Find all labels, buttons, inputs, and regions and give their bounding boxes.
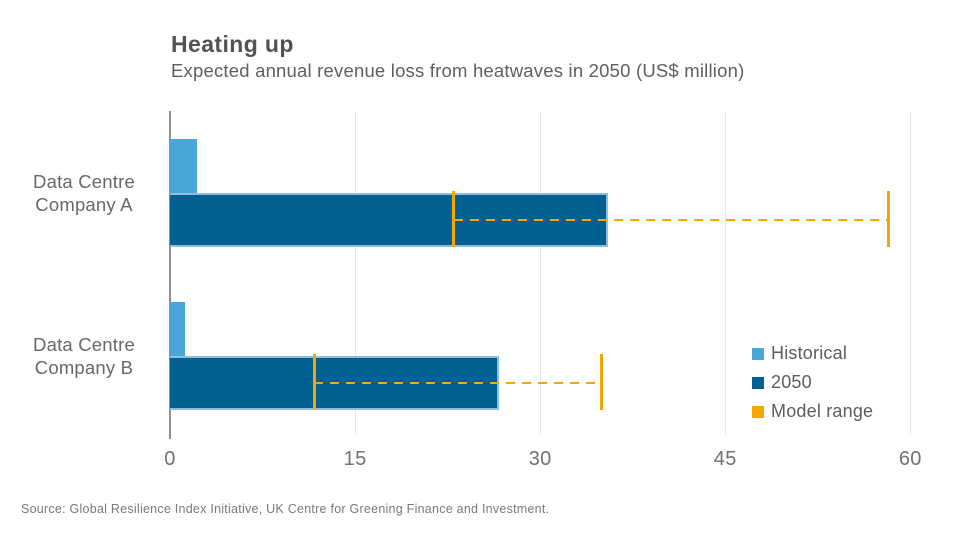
bar-historical-row1	[170, 302, 185, 356]
y-axis-line	[169, 111, 171, 439]
legend-item-model-range: Model range	[752, 397, 873, 426]
model-range-cap-hi-row1	[600, 354, 604, 410]
category-label-row1: Data Centre Company B	[0, 333, 168, 379]
chart-title: Heating up	[171, 31, 294, 57]
model-range-cap-lo-row0	[452, 191, 456, 247]
legend-swatch-1	[752, 376, 764, 389]
category-label-row0: Data Centre Company A	[0, 170, 168, 216]
chart-subtitle: Expected annual revenue loss from heatwa…	[171, 60, 745, 81]
gridline-15	[355, 111, 357, 435]
x-tick-label-45: 45	[713, 448, 737, 470]
gridline-60	[910, 111, 912, 435]
model-range-cap-hi-row0	[886, 191, 890, 247]
bar-historical-row0	[170, 139, 198, 193]
category-label-line: Data Centre	[33, 334, 135, 355]
category-label-line: Company A	[35, 194, 133, 215]
legend-item-historical: Historical	[752, 339, 873, 368]
x-tick-label-30: 30	[528, 448, 552, 470]
x-tick-label-60: 60	[898, 448, 922, 470]
legend-label-1: 2050	[771, 372, 812, 392]
category-label-line: Data Centre	[33, 171, 135, 192]
legend-swatch-0	[752, 347, 764, 360]
plot-area	[169, 111, 935, 439]
model-range-line-row1	[314, 382, 602, 384]
model-range-cap-lo-row1	[312, 354, 316, 410]
x-tick-label-0: 0	[164, 448, 176, 470]
legend-item-2050: 2050	[752, 368, 873, 397]
source-note: Source: Global Resilience Index Initiati…	[21, 502, 550, 516]
model-range-line-row0	[453, 219, 889, 221]
x-tick-label-15: 15	[343, 448, 367, 470]
legend: Historical 2050 Model range	[752, 339, 873, 426]
gridline-45	[725, 111, 727, 435]
legend-label-0: Historical	[771, 343, 848, 363]
gridline-30	[540, 111, 542, 435]
category-label-line: Company B	[34, 357, 134, 378]
legend-swatch-2	[752, 405, 764, 418]
legend-label-2: Model range	[771, 401, 874, 421]
